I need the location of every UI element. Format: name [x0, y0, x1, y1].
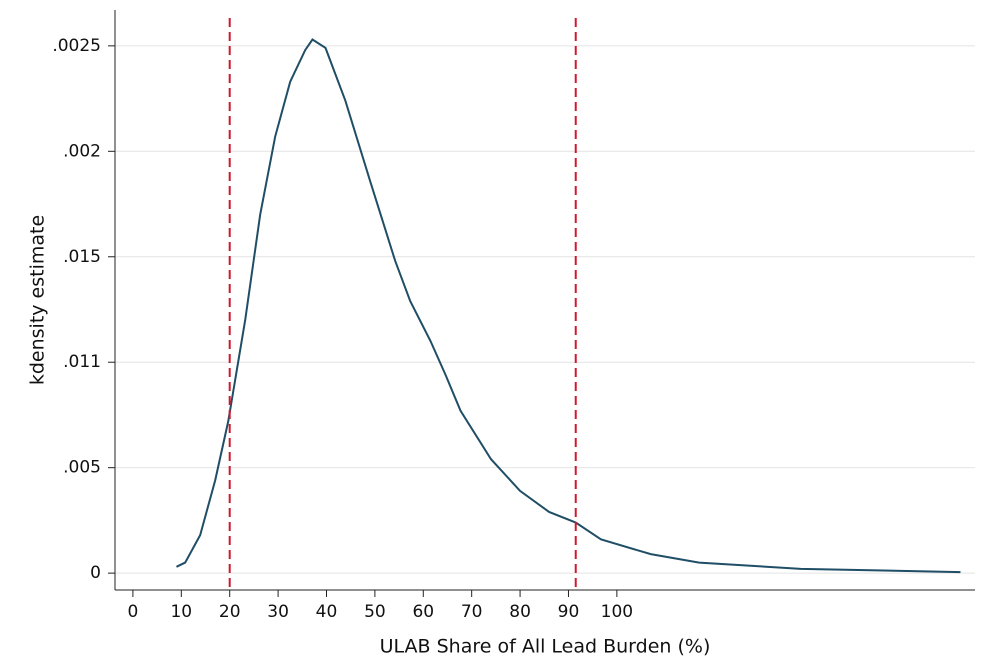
- x-tick-label: 30: [267, 602, 289, 622]
- y-axis-title: kdensity estimate: [27, 215, 49, 385]
- x-tick-label: 70: [461, 602, 483, 622]
- x-axis-title: ULAB Share of All Lead Burden (%): [380, 636, 711, 658]
- x-tick-label: 80: [509, 602, 531, 622]
- y-tick-label: .005: [63, 458, 101, 478]
- x-tick-label: 10: [170, 602, 192, 622]
- y-tick-label: .011: [63, 352, 101, 372]
- x-tick-label: 40: [316, 602, 338, 622]
- x-tick-label: 20: [219, 602, 241, 622]
- density-line: [176, 38, 961, 574]
- y-tick-label: 0: [90, 563, 101, 583]
- x-tick-label: 0: [127, 602, 138, 622]
- x-tick-label: 90: [558, 602, 580, 622]
- x-tick-label: 60: [412, 602, 434, 622]
- y-tick-label: .0025: [52, 36, 101, 56]
- x-tick-label: 50: [364, 602, 386, 622]
- x-tick-label: 100: [601, 602, 633, 622]
- y-tick-label: .015: [63, 247, 101, 267]
- y-tick-label: .002: [63, 141, 101, 161]
